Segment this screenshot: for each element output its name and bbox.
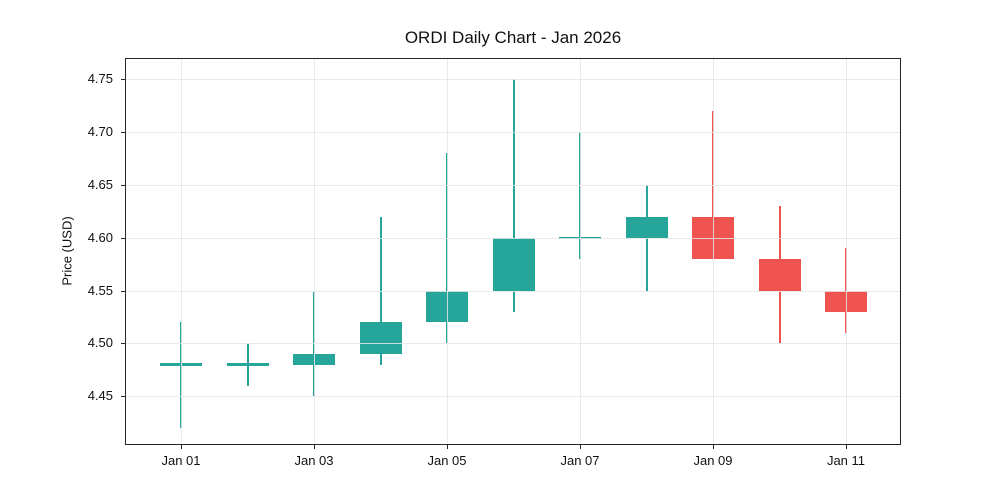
candle-body-jan-10 — [758, 258, 801, 291]
x-tick-mark-jan-07 — [580, 445, 581, 449]
gridline-h-4.75 — [125, 79, 901, 81]
gridline-v-jan-05 — [447, 58, 448, 445]
gridline-v-jan-07 — [580, 58, 581, 445]
x-tick-label-jan-03: Jan 03 — [294, 453, 334, 468]
gridline-v-jan-03 — [314, 58, 315, 445]
chart-title: ORDI Daily Chart - Jan 2026 — [404, 28, 622, 47]
y-tick-label-4.50: 4.50 — [87, 335, 113, 351]
x-tick-label-jan-05: Jan 05 — [427, 453, 467, 468]
y-tick-mark-4.70 — [121, 132, 125, 134]
x-tick-label-jan-07: Jan 07 — [560, 453, 600, 468]
plot-area — [125, 58, 901, 445]
gridline-h-4.55 — [125, 290, 901, 292]
y-tick-mark-4.65 — [121, 184, 125, 186]
gridline-h-4.50 — [125, 343, 901, 345]
candle-body-jan-08 — [625, 216, 668, 238]
gridline-v-jan-11 — [846, 58, 847, 445]
gridline-v-jan-01 — [181, 58, 182, 445]
y-tick-mark-4.60 — [121, 237, 125, 239]
x-tick-label-jan-11: Jan 11 — [826, 453, 866, 468]
x-tick-mark-jan-01 — [181, 445, 182, 449]
x-tick-label-jan-09: Jan 09 — [693, 453, 733, 468]
x-tick-mark-jan-11 — [846, 445, 847, 449]
gridline-h-4.60 — [125, 237, 901, 239]
gridline-v-jan-09 — [713, 58, 714, 445]
x-tick-mark-jan-05 — [447, 445, 448, 449]
y-tick-label-4.55: 4.55 — [87, 282, 113, 298]
y-tick-mark-4.55 — [121, 290, 125, 292]
candle-wick-jan-06 — [512, 79, 515, 312]
candle-body-jan-02 — [226, 363, 269, 366]
y-tick-label-4.75: 4.75 — [87, 71, 113, 87]
candle-body-jan-06 — [492, 237, 535, 291]
x-tick-mark-jan-09 — [713, 445, 714, 449]
y-axis-label: Price (USD) — [59, 216, 75, 286]
y-tick-label-4.65: 4.65 — [87, 176, 113, 192]
candle-body-jan-04 — [359, 322, 402, 355]
candle-wick-jan-08 — [645, 184, 648, 291]
y-tick-mark-4.50 — [121, 343, 125, 345]
y-tick-label-4.60: 4.60 — [87, 229, 113, 245]
x-tick-label-jan-01: Jan 01 — [161, 453, 201, 468]
gridline-h-4.70 — [125, 132, 901, 134]
y-tick-label-4.45: 4.45 — [87, 388, 113, 404]
y-tick-label-4.70: 4.70 — [87, 124, 113, 140]
x-tick-mark-jan-03 — [314, 445, 315, 449]
y-tick-mark-4.75 — [121, 79, 125, 81]
y-tick-mark-4.45 — [121, 396, 125, 398]
gridline-h-4.45 — [125, 396, 901, 398]
gridline-h-4.65 — [125, 184, 901, 186]
